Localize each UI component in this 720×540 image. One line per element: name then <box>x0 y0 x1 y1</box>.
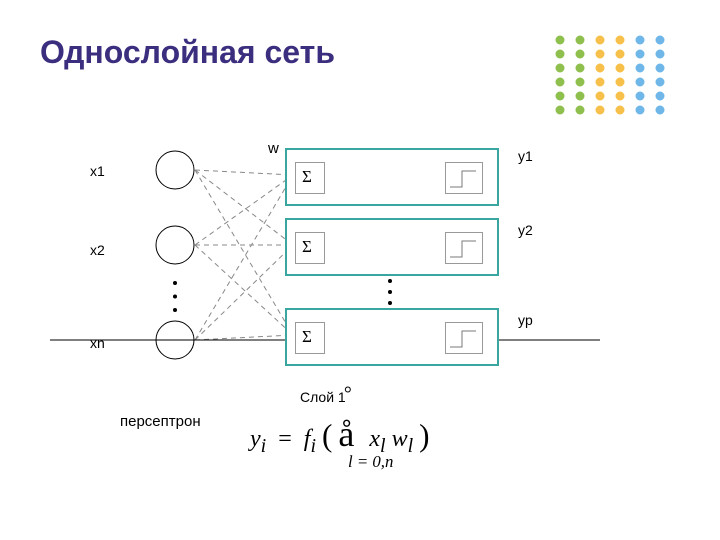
sigma-glyph-3: Σ <box>302 327 312 347</box>
formula-l2: l <box>408 435 414 457</box>
input-label-xn: xn <box>90 335 105 351</box>
step-icon <box>446 323 482 353</box>
weights-label: w <box>268 140 279 157</box>
formula-x: x <box>369 426 380 452</box>
formula-sum-shape: å <box>338 414 354 454</box>
formula-eq: = <box>278 426 292 452</box>
perceptron-label: персептрон <box>120 413 201 430</box>
formula-lp: ( <box>322 418 332 453</box>
layer-label: Слой 1 <box>300 389 346 405</box>
neuron-box-2: Σ <box>285 218 499 276</box>
formula-w: w <box>392 426 408 452</box>
sigma-box-3: Σ <box>295 322 325 354</box>
activation-box-1 <box>445 162 483 194</box>
activation-box-3 <box>445 322 483 354</box>
step-icon <box>446 233 482 263</box>
output-label-yp: yp <box>518 312 533 328</box>
formula-sum: å ° <box>338 414 363 454</box>
formula-fi: i <box>310 435 316 457</box>
formula-sub-line: l = 0,n <box>348 452 393 472</box>
formula: yi = fi ( å ° xl wl ) l = 0,n <box>250 418 430 458</box>
input-label-x1: x1 <box>90 163 105 179</box>
sigma-glyph-1: Σ <box>302 167 312 187</box>
sigma-box-1: Σ <box>295 162 325 194</box>
input-label-x2: x2 <box>90 242 105 258</box>
output-label-y1: y1 <box>518 148 533 164</box>
activation-box-2 <box>445 232 483 264</box>
step-icon <box>446 163 482 193</box>
formula-rp: ) <box>419 418 429 453</box>
formula-y: y <box>250 426 261 452</box>
neuron-box-3: Σ <box>285 308 499 366</box>
neuron-box-1: Σ <box>285 148 499 206</box>
sigma-box-2: Σ <box>295 232 325 264</box>
formula-i: i <box>261 435 267 457</box>
sigma-glyph-2: Σ <box>302 237 312 257</box>
output-label-y2: y2 <box>518 222 533 238</box>
